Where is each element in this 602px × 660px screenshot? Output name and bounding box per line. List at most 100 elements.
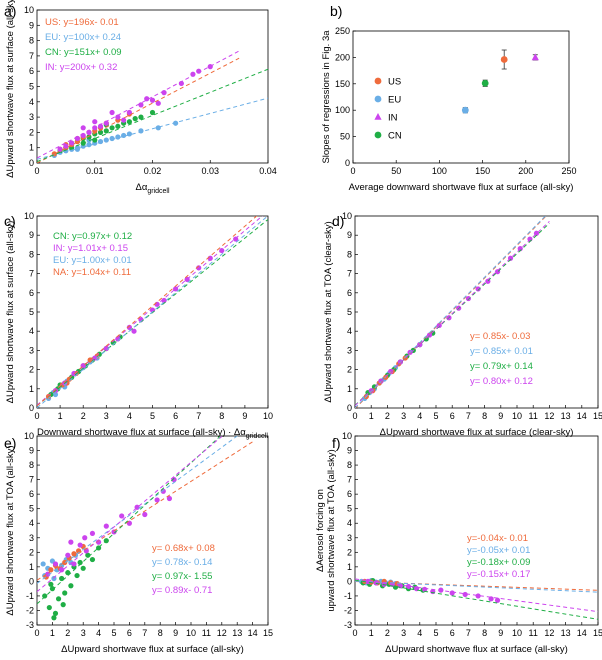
x-tick-label: 5: [433, 628, 438, 638]
y-tick-label: 10: [342, 431, 352, 441]
y-tick-label: 4: [347, 518, 352, 528]
panel-label: b): [330, 3, 342, 19]
y-tick-label: 10: [24, 211, 34, 221]
y-tick-label: 8: [29, 36, 34, 46]
y-tick-label: 2: [347, 365, 352, 375]
x-axis-label-main: ΔUpward shortwave flux at surface (all-s…: [385, 644, 568, 655]
data-point-in: [144, 96, 150, 102]
y-tick-label: 9: [29, 446, 34, 456]
x-tick-label: 0: [352, 411, 357, 421]
data-point-in: [80, 125, 86, 131]
x-tick-label: 0: [34, 411, 39, 421]
data-point-cn: [109, 125, 115, 131]
x-axis-label-sub: gridcell: [147, 188, 170, 195]
data-point-in: [196, 68, 202, 74]
fit-line-us: [355, 216, 547, 408]
plot-frame: [36, 435, 269, 626]
data-point-in: [115, 114, 121, 120]
data-point-us: [71, 551, 77, 557]
y-tick-label: 8: [29, 460, 34, 470]
data-point-in: [121, 117, 127, 123]
y-tick-label: 5: [347, 504, 352, 514]
x-tick-label: 5: [111, 628, 116, 638]
fit-equation-eu: y= 0.85x+ 0.01: [470, 346, 533, 357]
fit-equation-eu: y= 0.78x- 0.14: [152, 557, 212, 568]
fit-line-eu: [37, 216, 268, 408]
fit-equation-in: IN: y=1.01x+ 0.15: [53, 243, 128, 254]
fit-equation-us: y=-0.04x- 0.01: [467, 533, 528, 544]
fit-equation-cn: y= 0.97x- 1.55: [152, 571, 212, 582]
x-tick-label: 4: [96, 628, 101, 638]
x-tick-label: 2: [65, 628, 70, 638]
fit-line-us: [37, 57, 240, 163]
data-point-in: [449, 590, 455, 596]
data-point-cn: [132, 116, 138, 122]
x-tick-label: 1: [58, 411, 63, 421]
x-axis-label-main: ΔUpward shortwave flux at surface (clear…: [380, 427, 574, 438]
fit-line-in: [37, 50, 240, 159]
x-tick-label: 14: [248, 628, 258, 638]
data-point-cn: [68, 583, 74, 589]
fit-equation-us: y= 0.68x+ 0.08: [152, 543, 215, 554]
data-point-in: [103, 523, 109, 529]
data-point-cn: [48, 581, 54, 587]
data-point-in: [475, 593, 481, 599]
x-tick-label: 11: [529, 411, 538, 421]
x-tick-label: 3: [401, 628, 406, 638]
fit-line-cn: [37, 219, 268, 407]
y-tick-label: 6: [347, 288, 352, 298]
x-tick-label: 0: [352, 628, 357, 638]
y-tick-label: 4: [29, 518, 34, 528]
x-tick-label: 6: [127, 628, 132, 638]
y-tick-label: 8: [347, 249, 352, 259]
fit-equation-in: y= 0.80x+ 0.12: [470, 376, 533, 387]
data-point-in: [68, 539, 74, 545]
data-point-in: [89, 530, 96, 537]
y-tick-label: 0: [345, 158, 350, 168]
data-point-in: [69, 140, 75, 146]
panel-label: d): [332, 213, 344, 229]
plot-area: [355, 216, 550, 408]
x-tick-label: 8: [482, 628, 487, 638]
x-tick-label: 150: [475, 166, 490, 176]
data-point-in: [52, 561, 59, 567]
fit-equation-cn: CN: y=151x+ 0.09: [45, 47, 122, 58]
y-tick-label: 7: [347, 269, 352, 279]
y-tick-label: 6: [347, 489, 352, 499]
x-axis-label: Downward shortwave flux at surface (all-…: [37, 427, 268, 440]
y-tick-label: 9: [347, 446, 352, 456]
x-tick-label: 0.02: [144, 166, 162, 176]
x-axis-label: ΔUpward shortwave flux at surface (all-s…: [385, 644, 568, 655]
y-axis-label: ΔUpward shortwave flux at TOA (clear-sky…: [323, 221, 334, 402]
x-tick-label: 0: [34, 628, 39, 638]
data-point-us: [500, 56, 508, 63]
y-tick-label: 7: [29, 269, 34, 279]
y-tick-label: 6: [29, 288, 34, 298]
x-tick-label: 250: [561, 166, 576, 176]
y-tick-label: 4: [347, 326, 352, 336]
x-tick-label: 10: [512, 628, 522, 638]
x-tick-label: 13: [561, 411, 571, 421]
x-tick-label: 10: [186, 628, 196, 638]
x-tick-label: 0: [34, 166, 39, 176]
fit-line-eu: [355, 580, 598, 593]
y-tick-label: 1: [347, 562, 352, 572]
x-axis-label-sub: gridcell: [246, 433, 269, 440]
x-tick-label: 7: [196, 411, 201, 421]
data-point-cn: [62, 590, 68, 596]
y-tick-label: 7: [347, 475, 352, 485]
data-point-in: [142, 511, 148, 518]
x-tick-label: 0.04: [259, 166, 277, 176]
x-axis-label-main: Downward shortwave flux at surface (all-…: [37, 427, 246, 438]
y-tick-label: 3: [29, 112, 34, 122]
data-point-in: [77, 542, 83, 548]
y-tick-label: 5: [29, 82, 34, 92]
x-tick-label: 1: [369, 411, 374, 421]
data-point-na: [66, 376, 72, 382]
y-tick-label: 0: [29, 576, 34, 586]
data-point-cn: [92, 137, 98, 143]
legend-marker-us: [374, 77, 382, 85]
data-point-in: [131, 328, 137, 334]
y-tick-label: -1: [344, 591, 352, 601]
data-point-in: [196, 265, 202, 271]
